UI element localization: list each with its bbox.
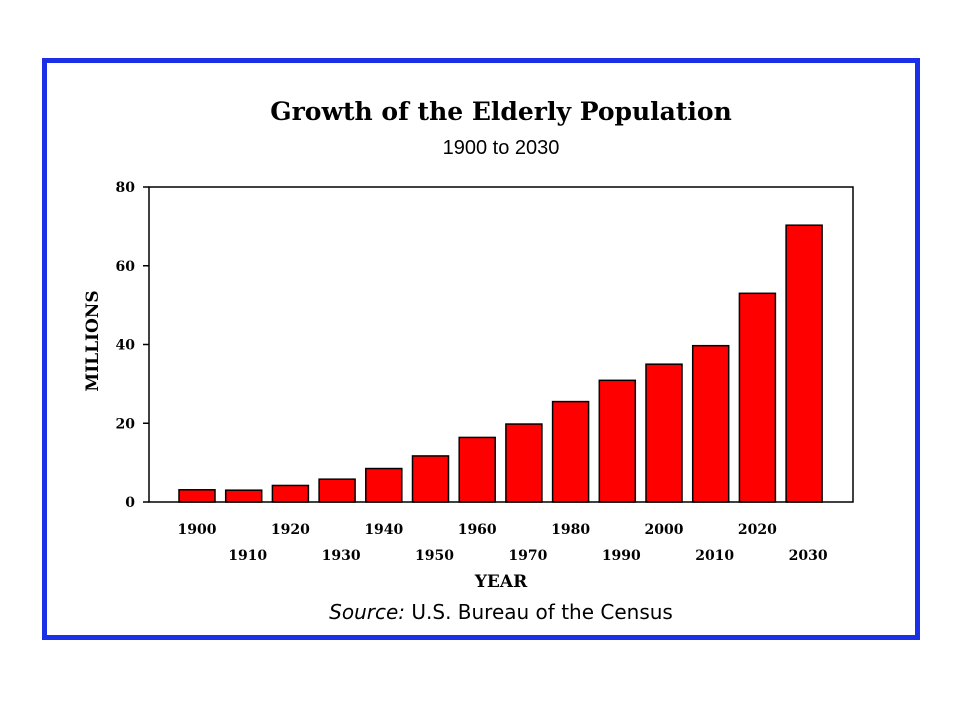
x-tick-label: 2010 bbox=[695, 548, 734, 564]
chart-subtitle: 1900 to 2030 bbox=[443, 137, 560, 159]
bar-1920 bbox=[271, 484, 310, 503]
x-tick-label: 2000 bbox=[645, 522, 684, 538]
y-axis-title: MILLIONS bbox=[83, 290, 103, 391]
bar-1940 bbox=[365, 467, 403, 503]
y-tick-label: 80 bbox=[116, 180, 136, 196]
bar-1930 bbox=[318, 478, 356, 503]
bar-2020 bbox=[738, 292, 777, 503]
bar-2010 bbox=[691, 344, 730, 503]
x-tick-label: 1980 bbox=[551, 522, 590, 538]
x-tick-label: 2020 bbox=[738, 522, 777, 538]
bar-2030 bbox=[785, 224, 823, 503]
chart-title: Growth of the Elderly Population bbox=[270, 97, 732, 126]
bar-1970 bbox=[505, 423, 543, 503]
bar-2000 bbox=[645, 363, 683, 503]
bar-1910 bbox=[224, 489, 263, 503]
x-tick-label: 1900 bbox=[178, 522, 217, 538]
source-note: Source: U.S. Bureau of the Census bbox=[329, 600, 673, 624]
x-tick-label: 1950 bbox=[415, 548, 454, 564]
source-prefix: Source: bbox=[329, 600, 405, 624]
x-tick-label: 1920 bbox=[271, 522, 310, 538]
chart-svg: Growth of the Elderly Population 1900 to… bbox=[83, 97, 854, 624]
plot-area-border bbox=[148, 186, 854, 503]
bars bbox=[178, 224, 823, 503]
bar-1980 bbox=[551, 400, 590, 503]
x-tick-label: 1910 bbox=[228, 548, 267, 564]
y-tick-label: 40 bbox=[116, 338, 136, 354]
y-tick-label: 0 bbox=[125, 495, 135, 511]
chart-frame: Growth of the Elderly Population 1900 to… bbox=[42, 58, 920, 640]
x-tick-label: 2030 bbox=[789, 548, 828, 564]
bar-1950 bbox=[411, 455, 450, 503]
x-tick-label: 1990 bbox=[602, 548, 641, 564]
x-tick-label: 1930 bbox=[322, 548, 361, 564]
bar-1900 bbox=[178, 489, 216, 503]
x-axis-title: YEAR bbox=[474, 572, 528, 592]
y-tick-label: 60 bbox=[116, 259, 136, 275]
bar-1990 bbox=[598, 379, 637, 503]
x-tick-label: 1970 bbox=[508, 548, 547, 564]
x-tick-label: 1940 bbox=[364, 522, 403, 538]
source-text: U.S. Bureau of the Census bbox=[411, 600, 672, 624]
x-tick-label: 1960 bbox=[458, 522, 497, 538]
y-tick-label: 20 bbox=[116, 416, 136, 432]
bar-1960 bbox=[458, 436, 496, 503]
y-axis-ticks: 0 20 40 60 80 bbox=[116, 180, 149, 511]
